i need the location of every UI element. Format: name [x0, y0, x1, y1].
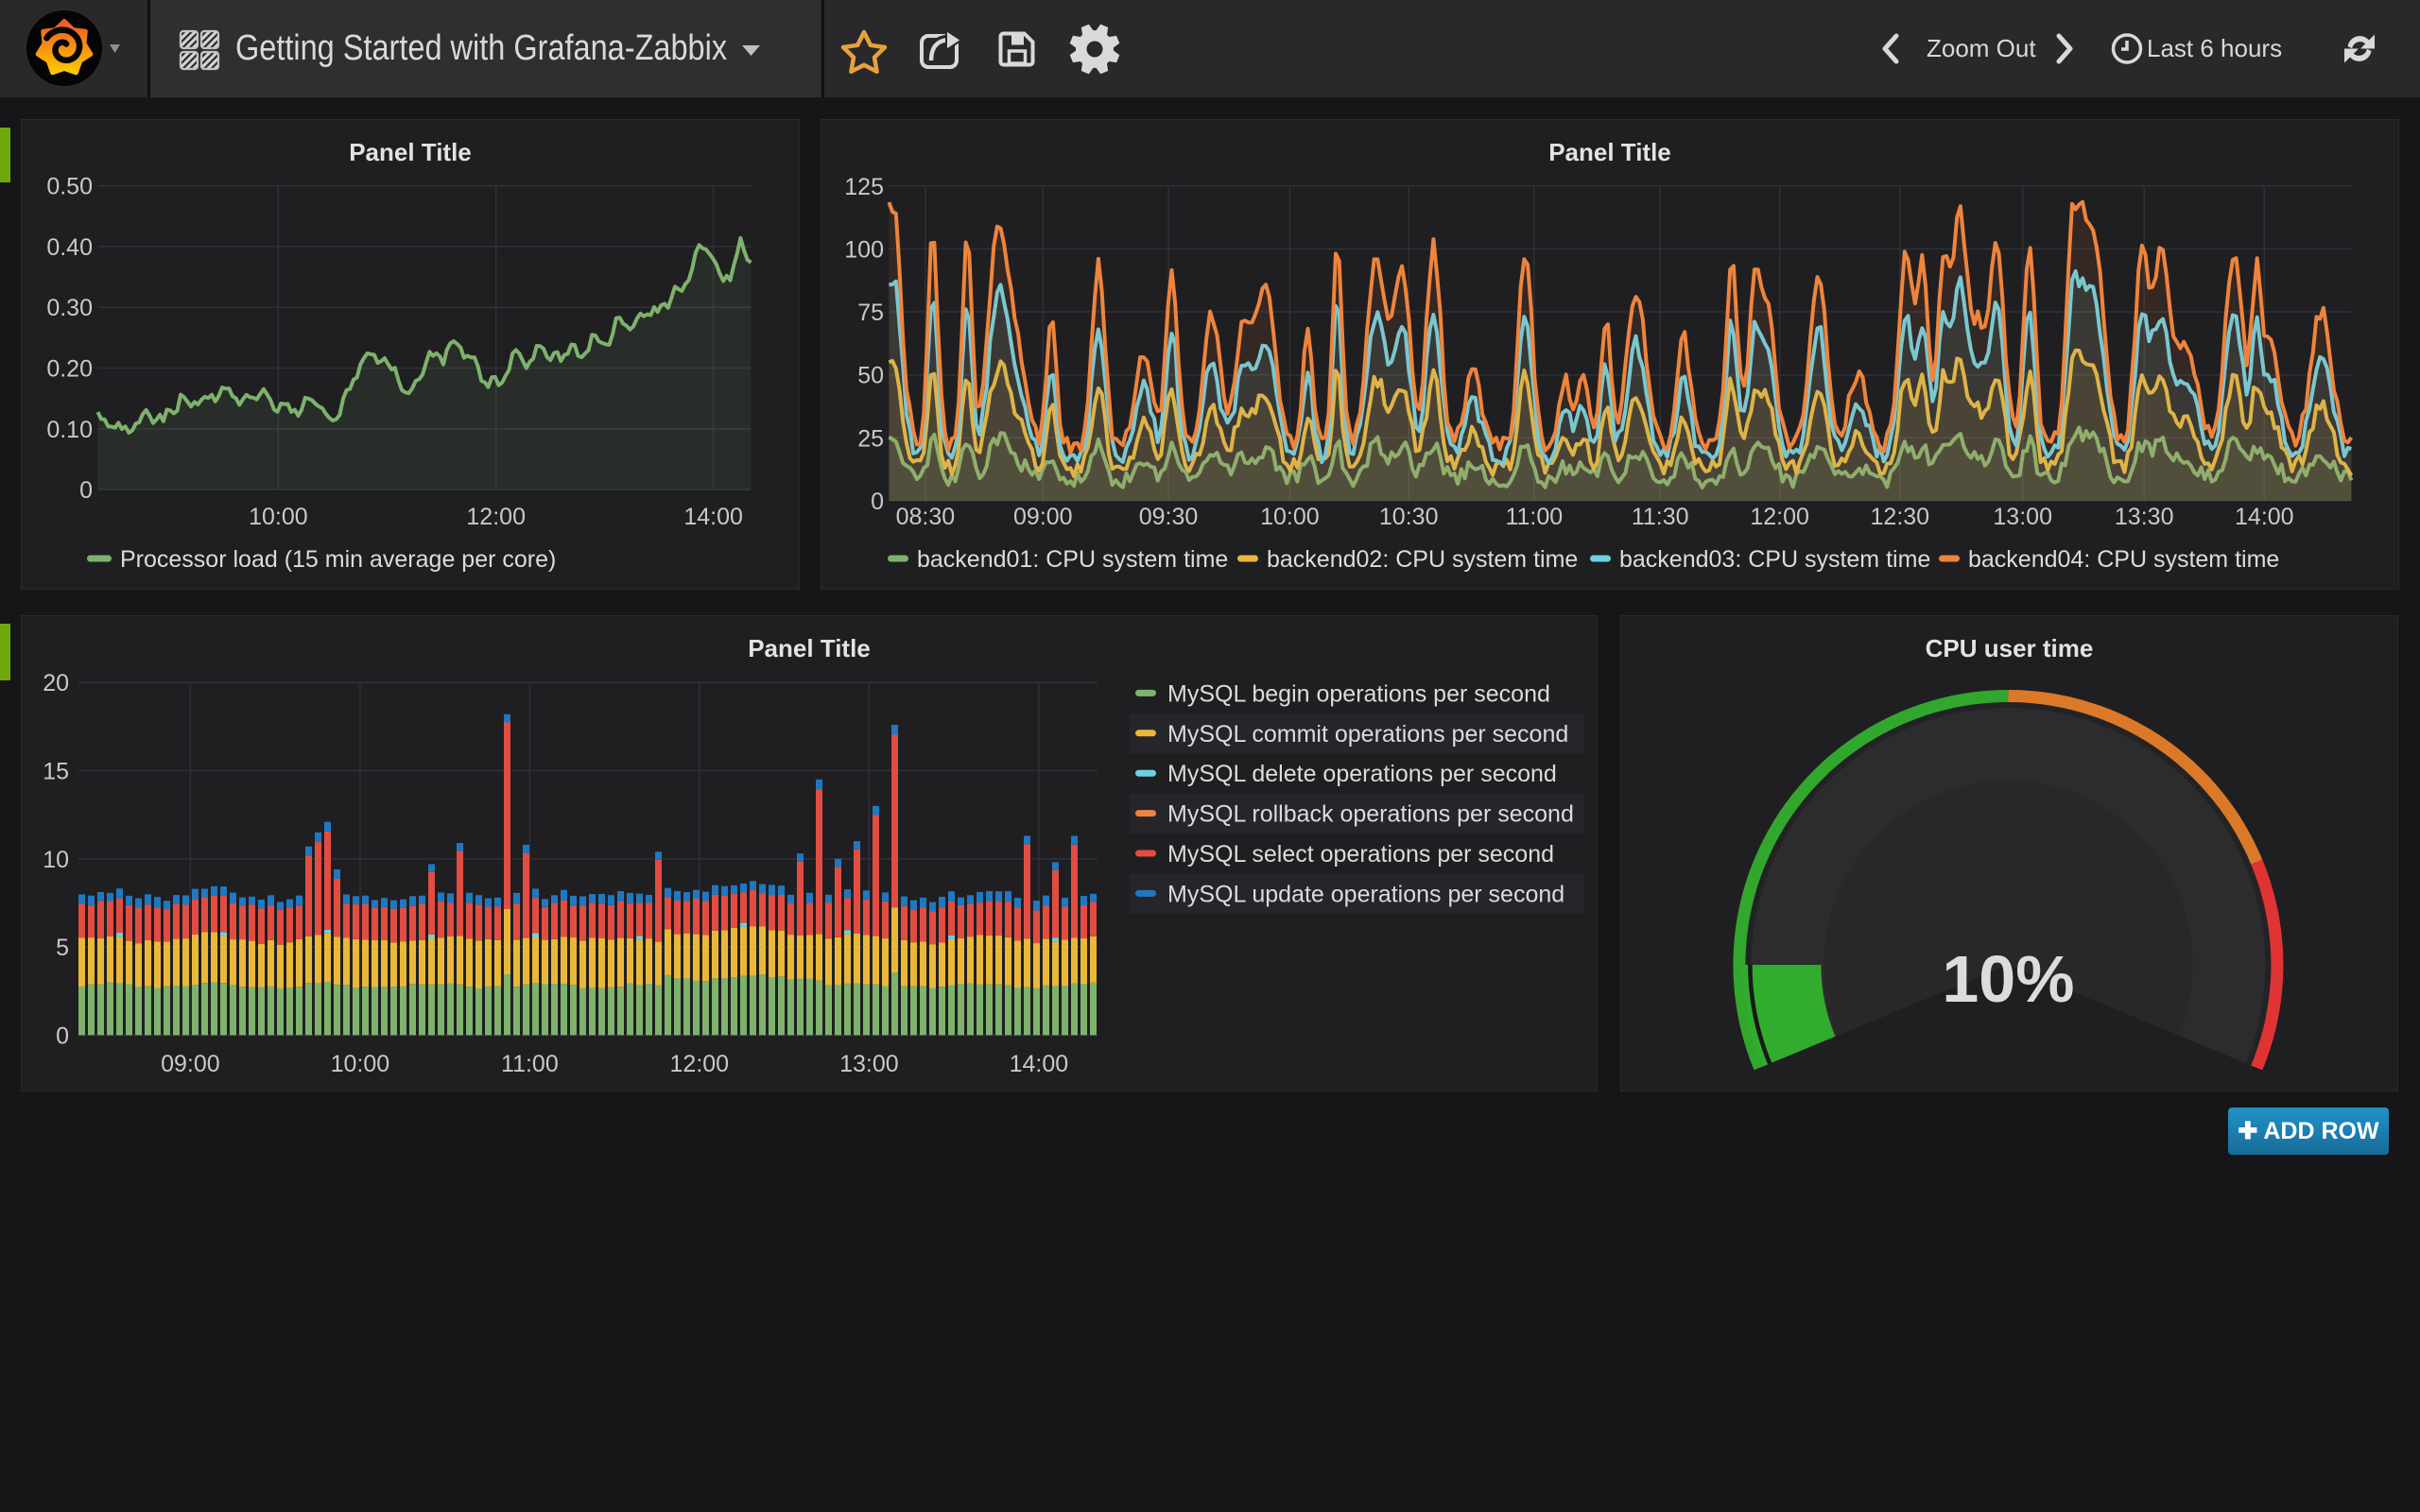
svg-text:09:30: 09:30 — [1139, 504, 1199, 530]
svg-text:0.40: 0.40 — [46, 234, 93, 261]
svg-text:backend01: CPU system time: backend01: CPU system time — [917, 546, 1228, 573]
svg-text:75: 75 — [857, 300, 884, 326]
svg-text:11:30: 11:30 — [1632, 504, 1689, 530]
svg-text:20: 20 — [43, 670, 69, 696]
svg-text:backend04: CPU system time: backend04: CPU system time — [1968, 546, 2279, 573]
svg-text:50: 50 — [857, 363, 884, 389]
svg-text:MySQL select operations per se: MySQL select operations per second — [1167, 841, 1554, 868]
svg-text:12:30: 12:30 — [1871, 504, 1930, 530]
svg-text:10:00: 10:00 — [331, 1051, 390, 1077]
svg-text:10%: 10% — [1942, 942, 2074, 1016]
svg-text:MySQL delete operations per se: MySQL delete operations per second — [1167, 761, 1557, 787]
svg-text:09:00: 09:00 — [1013, 504, 1073, 530]
svg-text:12:00: 12:00 — [670, 1051, 730, 1077]
svg-text:0.50: 0.50 — [46, 174, 93, 200]
svg-text:10:00: 10:00 — [1260, 504, 1320, 530]
svg-text:0.10: 0.10 — [46, 417, 93, 443]
svg-text:10: 10 — [43, 847, 69, 873]
svg-text:11:00: 11:00 — [1505, 504, 1563, 530]
svg-text:14:00: 14:00 — [683, 504, 743, 530]
svg-text:13:30: 13:30 — [2115, 504, 2174, 530]
svg-text:11:00: 11:00 — [501, 1051, 559, 1077]
svg-text:14:00: 14:00 — [2235, 504, 2294, 530]
svg-text:14:00: 14:00 — [1010, 1051, 1069, 1077]
svg-text:MySQL update operations per se: MySQL update operations per second — [1167, 881, 1564, 907]
svg-text:0: 0 — [79, 477, 93, 504]
svg-text:0.20: 0.20 — [46, 356, 93, 383]
svg-text:13:00: 13:00 — [839, 1051, 899, 1077]
svg-text:13:00: 13:00 — [1993, 504, 2052, 530]
svg-text:08:30: 08:30 — [896, 504, 956, 530]
svg-text:0.30: 0.30 — [46, 295, 93, 321]
svg-text:MySQL commit operations per se: MySQL commit operations per second — [1167, 721, 1568, 747]
svg-text:5: 5 — [56, 935, 69, 961]
svg-text:12:00: 12:00 — [466, 504, 526, 530]
svg-text:MySQL rollback operations per: MySQL rollback operations per second — [1167, 801, 1574, 828]
svg-text:100: 100 — [844, 236, 884, 263]
svg-text:MySQL begin operations per sec: MySQL begin operations per second — [1167, 680, 1550, 707]
svg-text:Processor load (15 min average: Processor load (15 min average per core) — [120, 546, 556, 573]
svg-text:15: 15 — [43, 759, 69, 785]
svg-text:125: 125 — [844, 174, 884, 200]
svg-text:25: 25 — [857, 425, 884, 452]
svg-text:0: 0 — [56, 1022, 69, 1049]
svg-text:12:00: 12:00 — [1750, 504, 1809, 530]
svg-text:backend03: CPU system time: backend03: CPU system time — [1619, 546, 1930, 573]
svg-text:09:00: 09:00 — [161, 1051, 220, 1077]
svg-text:0: 0 — [871, 489, 884, 515]
svg-text:10:00: 10:00 — [249, 504, 308, 530]
svg-text:backend02: CPU system time: backend02: CPU system time — [1267, 546, 1578, 573]
svg-text:10:30: 10:30 — [1379, 504, 1439, 530]
